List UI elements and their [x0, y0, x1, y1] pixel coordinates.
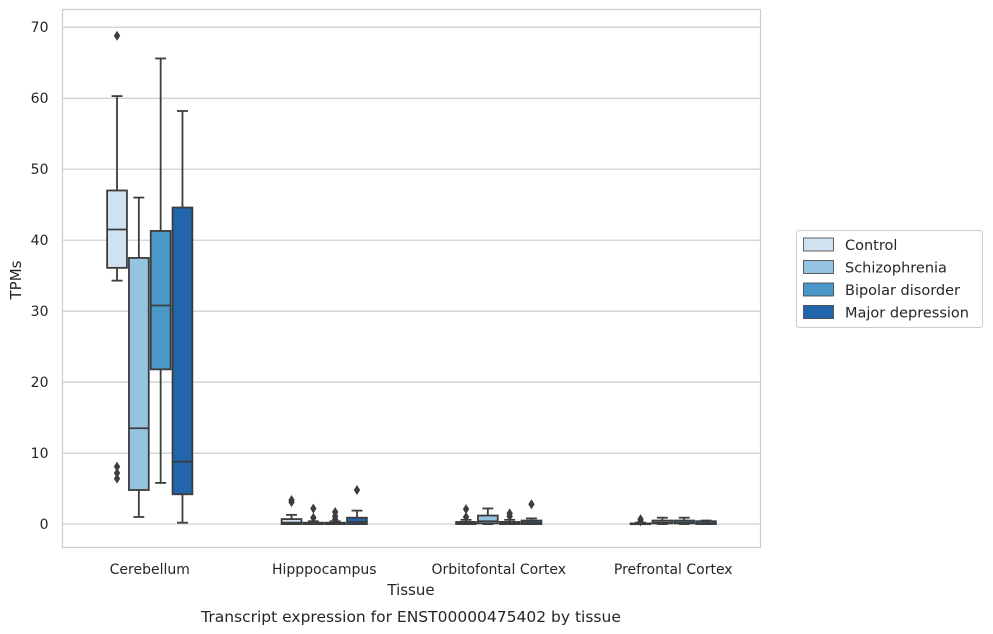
legend-swatch — [803, 237, 834, 252]
y-tick-label: 60 — [31, 91, 49, 107]
outlier-point — [353, 485, 361, 496]
outlier-point — [310, 503, 317, 514]
box-control — [629, 514, 652, 527]
box-control — [106, 30, 128, 484]
legend-swatch — [803, 305, 834, 319]
y-tick-label: 40 — [31, 233, 49, 249]
x-axis-label: Tissue — [386, 581, 434, 599]
legend-label: Schizophrenia — [845, 261, 947, 277]
box-bipolar-disorder — [149, 57, 172, 484]
legend-swatch — [803, 282, 834, 297]
x-tick-labels: Cerebellum Hipppocampus Orbitofontal Corte… — [110, 562, 733, 578]
outlier-point — [462, 504, 470, 515]
legend-label: Control — [845, 238, 897, 254]
outlier-point — [113, 30, 121, 41]
outlier-point — [462, 511, 470, 522]
outlier-point — [113, 473, 121, 484]
box-bipolar-disorder — [498, 508, 521, 525]
box-bipolar-disorder — [324, 507, 346, 525]
box-schizophrenia — [651, 516, 674, 525]
iqr-box — [128, 257, 150, 491]
outlier-point — [113, 467, 121, 478]
x-tick-label: Hipppocampus — [272, 562, 377, 578]
plot-frame — [61, 8, 762, 549]
box-major-depression — [346, 485, 368, 525]
legend: Control Schizophrenia Bipolar disorder Majo… — [796, 230, 983, 328]
box-control — [280, 494, 303, 525]
y-tick-label: 50 — [31, 162, 49, 178]
y-tick-label: 30 — [31, 304, 49, 320]
outlier-point — [528, 499, 535, 510]
boxes — [106, 30, 717, 527]
box-control — [455, 504, 477, 525]
chart-caption: Transcript expression for ENST0000047540… — [200, 608, 621, 626]
iqr-box — [477, 514, 499, 525]
x-tick-label: Cerebellum — [110, 562, 190, 578]
y-tick-label: 10 — [31, 446, 49, 462]
box-major-depression — [171, 110, 194, 524]
legend-label: Major depression — [845, 306, 969, 322]
x-tick-label: Prefrontal Cortex — [614, 562, 733, 578]
iqr-box — [171, 206, 194, 496]
box-major-depression — [695, 519, 717, 525]
y-tick-label: 20 — [31, 375, 49, 391]
box-bipolar-disorder — [673, 516, 695, 525]
outlier-point — [506, 511, 513, 522]
iqr-box — [149, 230, 172, 371]
box-schizophrenia — [477, 507, 499, 525]
outlier-point — [331, 514, 339, 525]
outlier-point — [637, 516, 644, 527]
legend-frame — [796, 230, 983, 328]
box-schizophrenia — [302, 503, 325, 525]
legend-swatch — [803, 260, 834, 274]
y-tick-label: 70 — [31, 20, 49, 36]
outlier-point — [310, 512, 317, 523]
box-schizophrenia — [128, 196, 150, 518]
iqr-box — [346, 516, 368, 525]
y-tick-label: 0 — [40, 517, 49, 533]
legend-label: Bipolar disorder — [845, 283, 960, 299]
y-axis-label: TPMs — [7, 260, 25, 300]
outlier-point — [288, 494, 295, 505]
iqr-box — [280, 518, 303, 525]
y-tick-labels: 0 10 20 30 40 50 60 70 — [31, 20, 49, 533]
box-major-depression — [520, 499, 543, 525]
outlier-point — [113, 461, 121, 472]
x-tick-label: Orbitofontal Cortex — [431, 562, 566, 578]
